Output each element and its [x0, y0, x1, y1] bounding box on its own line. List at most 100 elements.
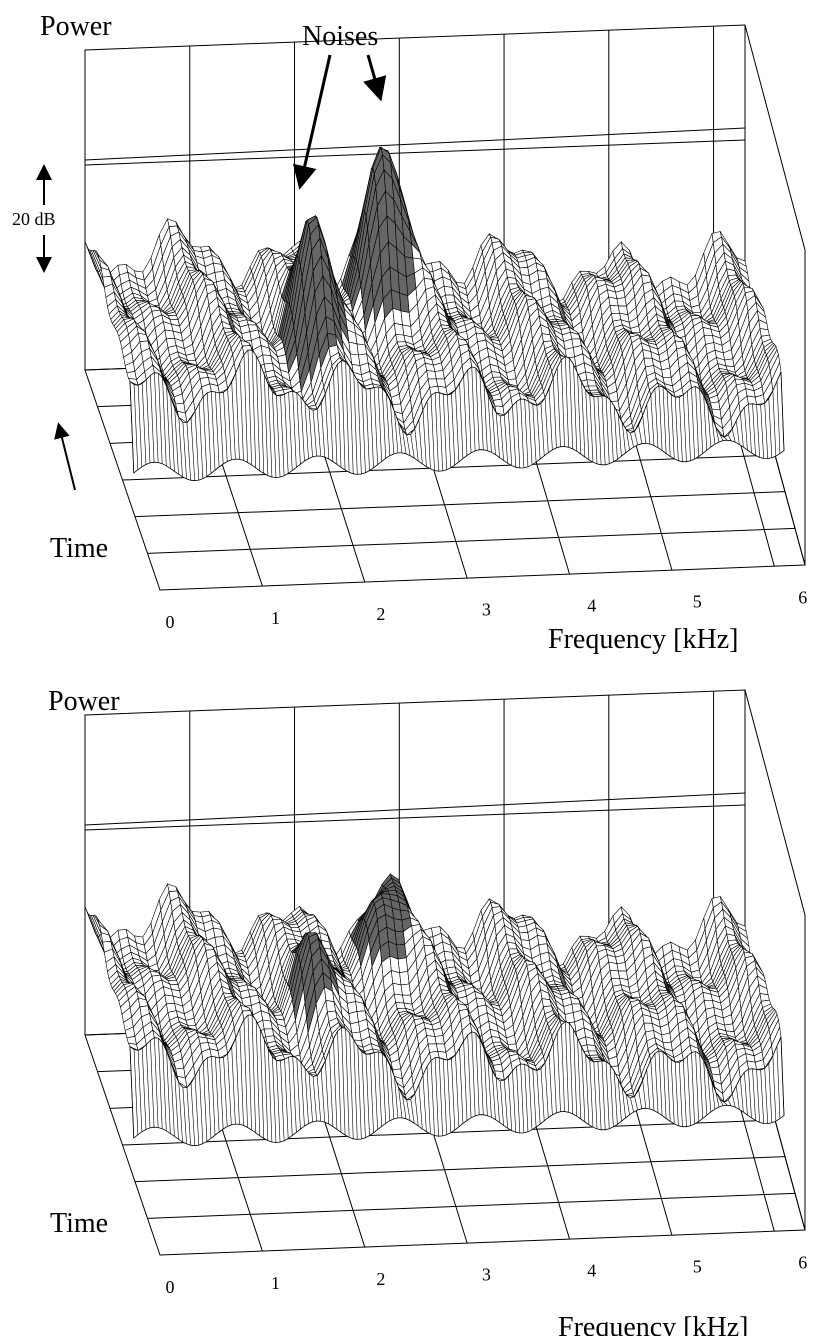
skirt-line [740, 412, 744, 448]
surface-cell [724, 358, 735, 368]
skirt-line [170, 397, 175, 472]
skirt-line [186, 422, 191, 481]
skirt-line [499, 415, 504, 461]
skirt-line [154, 372, 159, 463]
skirt-line [438, 392, 443, 471]
skirt-line [634, 431, 638, 446]
skirt-line [772, 390, 777, 457]
arrow [54, 422, 76, 491]
skirt-line [678, 397, 683, 462]
skirt-line [735, 420, 740, 445]
frequency-label: Frequency [kHz] [558, 1312, 748, 1336]
skirt-line [683, 394, 687, 462]
skirt-line [727, 434, 732, 441]
skirt-line [333, 371, 338, 465]
skirt-line [414, 428, 419, 461]
skirt-line [626, 429, 630, 450]
skirt-line [483, 383, 488, 451]
skirt-line [337, 364, 342, 468]
skirt-line [467, 369, 472, 453]
x-tick-label: 2 [376, 1269, 385, 1289]
skirt-line [296, 392, 301, 465]
skirt-line [666, 390, 671, 457]
skirt-line [670, 394, 675, 459]
skirt-line [756, 404, 760, 458]
x-tick-label: 3 [482, 1265, 491, 1285]
skirt-line [243, 354, 248, 463]
surface-cell [537, 270, 548, 280]
skirt-line [394, 411, 399, 453]
skirt-line [589, 394, 594, 463]
skirt-line [329, 382, 334, 462]
wall-grid [84, 139, 746, 166]
floor-grid [134, 1156, 786, 1183]
skirt-line [642, 415, 647, 444]
skirt-line [341, 360, 346, 471]
skirt-line [357, 381, 362, 475]
skirt-line [711, 416, 716, 445]
surface-cell [661, 1032, 672, 1043]
skirt-line [528, 401, 533, 465]
skirt-line [520, 399, 525, 468]
skirt-line [577, 373, 582, 455]
skirt-line [463, 376, 468, 456]
surface-cell [564, 1012, 575, 1024]
skirt-line [255, 355, 261, 471]
skirt-line [691, 387, 695, 460]
x-tick-label: 4 [587, 1261, 596, 1281]
skirt-line [182, 422, 187, 479]
skirt-line [162, 377, 167, 466]
skirt-line [219, 392, 224, 464]
wall-grid [84, 804, 746, 831]
skirt-line [202, 396, 208, 477]
skirt-line [487, 394, 492, 453]
skirt-line [703, 395, 708, 451]
skirt-line [235, 372, 240, 460]
skirt-line [410, 434, 415, 459]
skirt-line [508, 411, 513, 466]
skirt-line [345, 361, 350, 473]
skirt-line [418, 419, 423, 464]
skirt-line [565, 356, 569, 448]
skirt-line [369, 388, 374, 468]
skirt-line [731, 428, 736, 443]
skirt-line [780, 371, 785, 451]
skirt-line [695, 386, 699, 457]
skirt-line [687, 391, 691, 461]
skirt-line [422, 410, 427, 467]
wall-grid [84, 127, 746, 161]
skirt-line [316, 408, 321, 457]
skirt-line [373, 387, 378, 465]
skirt-line [748, 404, 752, 453]
time-label: Time [50, 1208, 108, 1239]
frequency-label: Frequency [kHz] [548, 624, 738, 655]
skirt-line [504, 415, 508, 464]
skirt-line [129, 381, 135, 474]
skirt-line [211, 391, 216, 471]
skirt-line [239, 362, 244, 461]
skirt-line [593, 396, 598, 464]
skirt-line [353, 374, 358, 475]
skirt-line [516, 401, 521, 469]
surface-cell [167, 883, 178, 893]
skirt-line [361, 386, 366, 473]
skirt-line [638, 424, 643, 444]
skirt-line [495, 412, 500, 458]
skirt-line [426, 401, 431, 469]
skirt-line [190, 418, 196, 481]
arrow [292, 54, 332, 190]
skirt-line [609, 399, 614, 462]
skirt-line [601, 395, 606, 465]
skirt-line [613, 406, 618, 460]
surface-cell [167, 218, 178, 228]
skirt-line [699, 389, 704, 454]
x-tick-label: 5 [693, 1257, 702, 1277]
skirt-line [207, 392, 212, 474]
skirt-line [605, 396, 610, 464]
skirt-line [617, 414, 622, 457]
power-label: Power [40, 11, 112, 42]
skirt-line [442, 394, 447, 470]
